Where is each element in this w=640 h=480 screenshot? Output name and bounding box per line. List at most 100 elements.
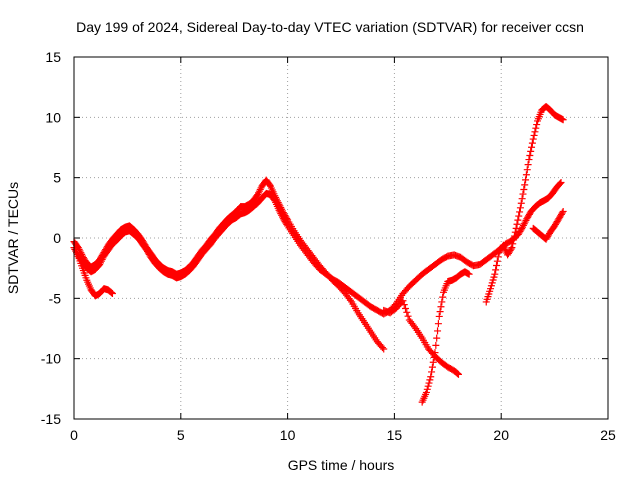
data-point [77, 249, 85, 257]
data-point [266, 181, 274, 189]
data-point [515, 212, 523, 220]
data-point [516, 204, 524, 212]
data-point [528, 143, 536, 151]
data-point [514, 216, 522, 224]
x-tick-label: 25 [600, 427, 616, 443]
data-point [556, 179, 564, 187]
data-point [276, 202, 284, 210]
data-point [516, 208, 524, 216]
data-point [533, 121, 541, 129]
data-point [522, 171, 530, 179]
data-point [274, 199, 282, 207]
data-point [428, 363, 436, 371]
data-point [527, 147, 535, 155]
data-point [435, 312, 443, 320]
data-point [523, 166, 531, 174]
data-point [74, 244, 82, 252]
data-point [525, 156, 533, 164]
data-point [431, 349, 439, 357]
data-point [454, 370, 462, 378]
data-point [517, 199, 525, 207]
data-point [399, 297, 407, 305]
data-point [255, 187, 263, 195]
data-point [526, 151, 534, 159]
data-point [75, 245, 83, 253]
data-point [558, 209, 566, 217]
x-tick-label: 10 [280, 427, 296, 443]
x-tick-label: 0 [70, 427, 78, 443]
data-point [493, 262, 501, 270]
x-tick-label: 15 [387, 427, 403, 443]
x-tick-label: 20 [493, 427, 509, 443]
y-axis-label: SDTVAR / TECUs [5, 182, 21, 294]
data-point [519, 221, 527, 229]
grid [74, 57, 608, 419]
data-point [425, 379, 433, 387]
data-point [402, 304, 410, 312]
data-point [283, 214, 291, 222]
series-6 [529, 207, 567, 243]
data-point [346, 296, 354, 304]
data-point [521, 218, 529, 226]
data-point [404, 312, 412, 320]
data-point [422, 388, 430, 396]
data-point [380, 345, 388, 353]
series-1 [74, 252, 116, 300]
series-4 [418, 268, 473, 406]
data-point [436, 308, 444, 316]
data-point [254, 191, 262, 199]
data-point [524, 161, 532, 169]
data-point [510, 236, 518, 244]
data-point [531, 128, 539, 136]
chart-title: Day 199 of 2024, Sidereal Day-to-day VTE… [76, 19, 584, 35]
data-point [272, 193, 280, 201]
data-point [278, 205, 286, 213]
x-axis-label: GPS time / hours [288, 457, 395, 473]
data-point [400, 301, 408, 309]
y-tick-label: 0 [53, 230, 61, 246]
data-point [494, 253, 502, 261]
y-tick-label: -10 [41, 351, 61, 367]
data-point [513, 220, 521, 228]
data-point [410, 323, 418, 331]
series-3 [380, 297, 462, 378]
x-tick-label: 5 [177, 427, 185, 443]
data-point [520, 185, 528, 193]
data-point [559, 207, 567, 215]
data-point [403, 308, 411, 316]
data-point [518, 195, 526, 203]
data-point [519, 190, 527, 198]
data-point [108, 290, 116, 298]
series-5 [482, 102, 567, 306]
data-point [438, 298, 446, 306]
data-point [510, 232, 518, 240]
data-point [256, 185, 264, 193]
y-tick-label: -15 [41, 411, 61, 427]
data-point [519, 223, 527, 231]
data-point [423, 385, 431, 393]
data-point [434, 327, 442, 335]
data-point [434, 320, 442, 328]
data-point [271, 192, 279, 200]
data-point [427, 373, 435, 381]
data-point [522, 176, 530, 184]
data-point [520, 220, 528, 228]
data-point [509, 240, 517, 248]
y-tick-label: 15 [45, 49, 61, 65]
data-point [492, 266, 500, 274]
data-point [522, 216, 530, 224]
data-point [255, 189, 263, 197]
data-point [507, 245, 515, 253]
data-point [512, 224, 520, 232]
data-point [433, 334, 441, 342]
data-point [528, 139, 536, 147]
data-point [454, 370, 462, 378]
data-point [432, 341, 440, 349]
data-point [521, 181, 529, 189]
data-point [532, 124, 540, 132]
y-tick-label: 10 [45, 109, 61, 125]
data-point [530, 131, 538, 139]
data-point [275, 200, 283, 208]
data-point [430, 353, 438, 361]
